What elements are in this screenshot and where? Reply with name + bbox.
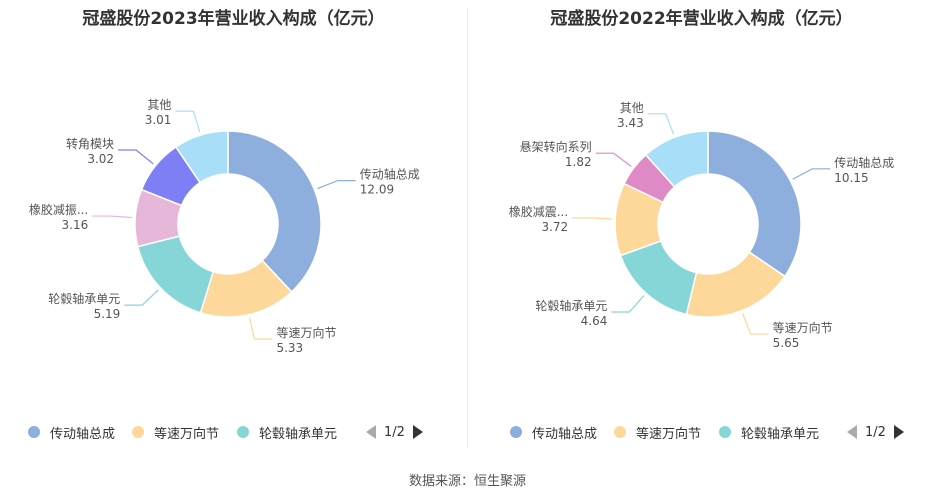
slice-leader-line [175,110,201,133]
legend-label: 等速万向节 [154,426,220,442]
chart-title: 冠盛股份2023年营业收入构成（亿元） [82,9,385,29]
slice-label: 传动轴总成 [360,167,420,182]
legend-label: 传动轴总成 [50,426,116,442]
legend-prev-page-icon[interactable] [366,425,376,439]
slice-leader-line [572,217,613,220]
legend-pager: 1/2 [366,420,423,444]
legend-label: 轮毂轴承单元 [741,426,820,442]
slice-label: 橡胶减震... [509,204,568,219]
slice-label: 其他 [620,101,644,115]
slice-label: 悬架转向系列 [520,139,592,154]
donut-slice[interactable] [136,235,215,314]
legend-item-cv-joint[interactable]: 等速万向节 [132,420,219,444]
legend-dot [28,426,40,438]
legend-label: 传动轴总成 [532,426,598,442]
slice-value-label: 3.01 [145,113,172,127]
data-source-note: 数据来源：恒生聚源 [408,474,526,489]
chart-title: 冠盛股份2022年营业收入构成（亿元） [550,9,853,29]
legend-item-hub-bearing[interactable]: 轮毂轴承单元 [719,420,819,444]
slice-label: 传动轴总成 [834,155,894,170]
slice-leader-line [647,113,675,135]
donut-slice[interactable] [707,130,802,278]
slice-value-label: 4.64 [581,314,608,328]
legend-page-indicator: 1/2 [384,424,405,440]
slice-leader-line [792,168,831,180]
slice-label: 轮毂轴承单元 [48,291,120,306]
slice-leader-line [611,295,645,313]
slice-value-label: 5.33 [276,341,303,355]
slice-value-label: 5.65 [773,336,800,350]
legend-dot [614,426,626,438]
slice-leader-line [92,215,133,219]
legend-dot [719,426,731,438]
slice-value-label: 3.72 [541,220,568,234]
panel-divider [467,8,468,448]
donut-slice[interactable] [644,130,709,188]
legend-item-transmission-shaft[interactable]: 传动轴总成 [28,420,115,444]
legend: 传动轴总成 等速万向节 轮毂轴承单元 1/2 [468,420,935,444]
donut-slice[interactable] [174,130,229,184]
legend-item-transmission-shaft[interactable]: 传动轴总成 [510,420,597,444]
legend-dot [132,426,144,438]
slice-value-label: 3.43 [617,116,644,130]
legend-pager: 1/2 [847,420,904,444]
slice-label: 其他 [147,98,171,112]
legend: 传动轴总成 等速万向节 轮毂轴承单元 1/2 [0,420,467,444]
slice-leader-line [248,317,273,340]
legend-next-page-icon[interactable] [893,425,904,439]
legend-page-indicator: 1/2 [865,424,886,440]
slice-label: 橡胶减振... [29,202,88,217]
chart-panel-2022: 冠盛股份2022年营业收入构成（亿元） 传动轴总成 10.15 等速万向节 5.65 轮… [468,0,935,455]
legend-prev-page-icon[interactable] [847,425,857,439]
legend-item-hub-bearing[interactable]: 轮毂轴承单元 [237,420,337,444]
slice-leader-line [317,180,356,190]
legend-dot [237,426,249,438]
slice-label: 等速万向节 [276,325,336,340]
legend-next-page-icon[interactable] [412,425,423,439]
slice-value-label: 3.16 [62,218,89,232]
slice-leader-line [124,289,159,306]
slice-value-label: 5.19 [94,307,121,321]
legend-dot [510,426,522,438]
chart-panel-2023: 冠盛股份2023年营业收入构成（亿元） 传动轴总成 12.09 等速万向节 5.33 轮… [0,0,467,455]
legend-label: 等速万向节 [636,426,702,442]
slice-label: 等速万向节 [773,320,833,335]
slice-leader-line [595,152,632,167]
slice-leader-line [118,149,154,165]
slice-value-label: 10.15 [834,171,868,185]
slice-leader-line [742,313,769,335]
donut-slice[interactable] [227,130,322,293]
legend-item-cv-joint[interactable]: 等速万向节 [614,420,701,444]
slice-value-label: 3.02 [87,152,114,166]
legend-label: 轮毂轴承单元 [259,426,338,442]
slice-value-label: 12.09 [360,183,394,197]
slice-label: 轮毂轴承单元 [535,298,607,313]
slice-value-label: 1.82 [565,155,592,169]
slice-label: 转角模块 [66,136,114,151]
